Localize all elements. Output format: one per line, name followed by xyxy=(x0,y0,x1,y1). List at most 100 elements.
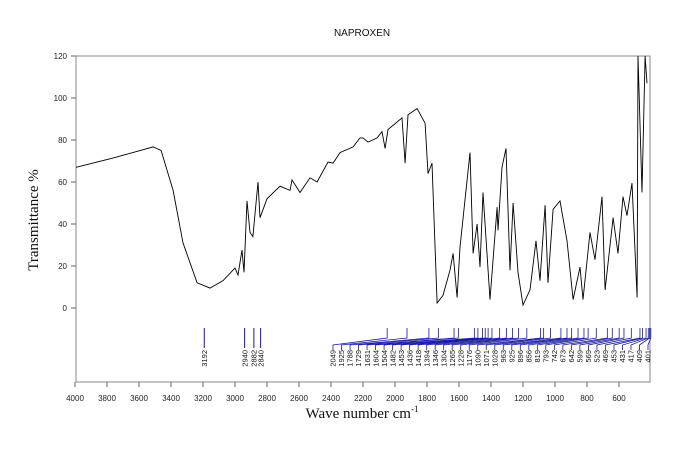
y-tick-label: 120 xyxy=(54,52,68,61)
peak-marker xyxy=(596,328,632,350)
peak-label: 2049 xyxy=(329,350,338,367)
peak-label: 1729 xyxy=(354,350,363,367)
peak-label: 2840 xyxy=(256,350,265,367)
y-tick-label: 60 xyxy=(58,178,67,187)
x-tick-label: 3200 xyxy=(194,394,212,403)
peak-marker xyxy=(588,328,625,350)
y-tick-label: 20 xyxy=(58,262,67,271)
x-tick-label: 2000 xyxy=(386,394,404,403)
peak-label: 1436 xyxy=(405,350,414,367)
peak-label: 1925 xyxy=(337,350,346,367)
peak-label: 1176 xyxy=(465,350,474,366)
x-tick-label: 3800 xyxy=(98,394,116,403)
peak-marker xyxy=(477,328,541,350)
x-tick-label: 1000 xyxy=(546,394,564,403)
x-tick-label: 2800 xyxy=(258,394,276,403)
y-tick-label: 80 xyxy=(58,136,67,145)
y-axis-label: Transmittance % xyxy=(26,169,42,271)
peak-label: 453 xyxy=(610,350,619,363)
x-tick-label: 3400 xyxy=(162,394,180,403)
x-tick-label: 2200 xyxy=(354,394,372,403)
x-tick-label: 2400 xyxy=(322,394,340,403)
y-tick-label: 40 xyxy=(58,220,67,229)
peak-label: 1788 xyxy=(346,350,355,367)
peak-label: 856 xyxy=(525,350,534,363)
peak-marker xyxy=(332,328,388,350)
peak-label: 819 xyxy=(533,350,542,363)
peak-marker xyxy=(579,328,620,350)
peak-label: 417 xyxy=(627,350,636,363)
x-axis-label-superscript: -1 xyxy=(411,404,419,414)
peak-label: 2940 xyxy=(240,350,249,367)
x-tick-label: 4000 xyxy=(66,394,84,403)
peak-marker xyxy=(519,328,573,350)
peak-label: 1265 xyxy=(448,350,457,367)
peak-marker xyxy=(494,328,551,350)
peak-marker xyxy=(647,328,652,350)
peak-label: 742 xyxy=(550,350,559,363)
peak-marker xyxy=(528,328,579,350)
peak-label: 2882 xyxy=(250,350,259,367)
peak-label: 1482 xyxy=(388,350,397,367)
spectrum-line xyxy=(75,55,648,307)
peak-marker xyxy=(536,328,585,350)
x-tick-label: 1200 xyxy=(514,394,532,403)
peak-marker xyxy=(511,328,568,350)
x-tick-label: 1600 xyxy=(450,394,468,403)
peak-marker xyxy=(341,328,408,350)
peak-marker xyxy=(630,328,649,350)
peak-label: 3192 xyxy=(200,350,209,367)
peak-marker xyxy=(349,328,430,350)
peak-label: 469 xyxy=(601,350,610,363)
peak-label: 1228 xyxy=(456,350,465,367)
peak-marker xyxy=(545,328,589,350)
peak-marker xyxy=(485,328,545,350)
peak-label: 673 xyxy=(559,350,568,363)
peak-label: 1394 xyxy=(422,350,431,367)
peak-marker xyxy=(502,328,562,350)
peak-marker xyxy=(451,328,513,350)
peak-label: 1090 xyxy=(473,350,482,367)
peak-label: 896 xyxy=(516,350,525,363)
peak-label: 523 xyxy=(593,350,602,363)
chart-title: NAPROXEN xyxy=(334,28,390,39)
peak-label: 642 xyxy=(567,350,576,363)
peak-marker xyxy=(468,328,528,350)
x-tick-label: 2600 xyxy=(290,394,308,403)
peak-label: 431 xyxy=(618,350,627,363)
peak-label: 1604 xyxy=(371,350,380,367)
peak-marker xyxy=(366,328,455,350)
peak-marker xyxy=(613,328,643,350)
peak-marker xyxy=(553,328,597,350)
peak-marker xyxy=(417,328,489,350)
peak-label: 1028 xyxy=(490,350,499,367)
peak-label: 1346 xyxy=(431,350,440,367)
peak-marker xyxy=(400,328,483,350)
peak-marker xyxy=(639,328,650,350)
peak-marker xyxy=(605,328,641,350)
x-tick-label: 800 xyxy=(580,394,594,403)
peak-label: 569 xyxy=(584,350,593,363)
x-tick-label: 3600 xyxy=(130,394,148,403)
peak-marker xyxy=(570,328,613,350)
peak-marker xyxy=(375,328,459,350)
peak-label: 1304 xyxy=(439,350,448,367)
x-axis-label: Wave number cm-1 xyxy=(306,404,419,422)
peak-marker xyxy=(409,328,486,350)
y-tick-label: 0 xyxy=(63,304,68,313)
x-tick-label: 3000 xyxy=(226,394,244,403)
peak-marker xyxy=(426,328,493,350)
peak-marker xyxy=(434,328,501,350)
peak-label: 1504 xyxy=(380,350,389,367)
peak-marker xyxy=(443,328,507,350)
x-tick-label: 1400 xyxy=(482,394,500,403)
peak-label: 793 xyxy=(542,350,551,363)
peak-marker xyxy=(622,328,647,350)
peak-label: 1631 xyxy=(363,350,372,367)
peak-marker xyxy=(460,328,519,350)
peak-marker xyxy=(392,328,479,350)
peak-label: 963 xyxy=(499,350,508,363)
peak-marker xyxy=(358,328,439,350)
peak-label: 925 xyxy=(507,350,516,363)
